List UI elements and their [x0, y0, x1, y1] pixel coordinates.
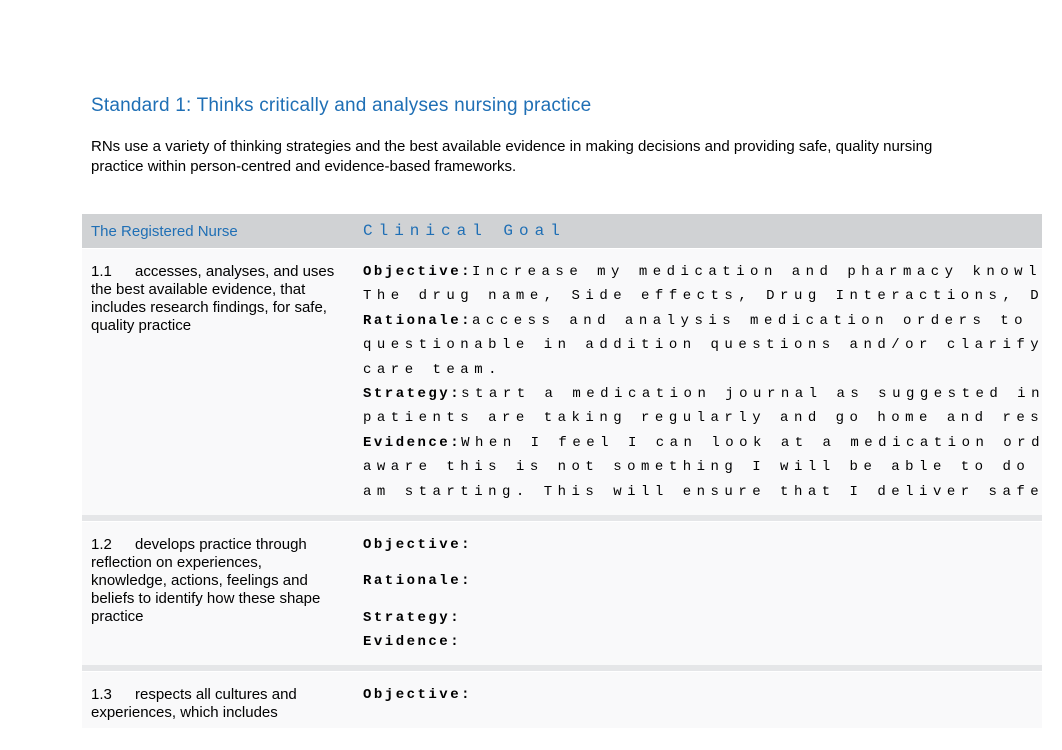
intro-paragraph: RNs use a variety of thinking strategies…	[91, 137, 971, 176]
table-row: 1.3respects all cultures and experiences…	[82, 671, 1042, 728]
page-title: Standard 1: Thinks critically and analys…	[91, 95, 1062, 117]
criterion-cell: 1.2develops practice through reflection …	[82, 522, 357, 666]
goal-cell: Objective: Rationale: Strategy: Evidence…	[357, 522, 1042, 666]
criterion-number: 1.2	[91, 536, 135, 554]
criterion-cell: 1.1accesses, analyses, and uses the best…	[82, 249, 357, 515]
criterion-cell: 1.3respects all cultures and experiences…	[82, 672, 357, 728]
rationale-text-cont2: care team.	[363, 359, 1036, 381]
table-header-row: The Registered Nurse Clinical Goal	[82, 214, 1042, 248]
evidence-text: When I feel I can look at a medication o…	[461, 435, 1042, 451]
rationale-text: access and analysis medication orders to…	[472, 313, 1042, 329]
evidence-text-cont: aware this is not something I will be ab…	[363, 456, 1036, 478]
rationale-label: Rationale:	[363, 313, 472, 329]
objective-text: Increase my medication and pharmacy know…	[472, 264, 1042, 280]
objective-label: Objective:	[363, 687, 472, 703]
strategy-label: Strategy:	[363, 610, 461, 626]
objective-label: Objective:	[363, 537, 472, 553]
evidence-text-cont2: am starting. This will ensure that I del…	[363, 481, 1036, 503]
table-header-left: The Registered Nurse	[82, 223, 357, 240]
strategy-text-cont: patients are taking regularly and go hom…	[363, 407, 1036, 429]
criterion-number: 1.1	[91, 263, 135, 281]
table-header-right: Clinical Goal	[357, 222, 1042, 240]
table-row: 1.1accesses, analyses, and uses the best…	[82, 248, 1042, 515]
goal-cell: Objective:Increase my medication and pha…	[357, 249, 1042, 515]
table-row: 1.2develops practice through reflection …	[82, 521, 1042, 666]
objective-label: Objective:	[363, 264, 472, 280]
evidence-label: Evidence:	[363, 634, 461, 650]
objective-text-cont: The drug name, Side effects, Drug Intera…	[363, 285, 1036, 307]
standards-table: The Registered Nurse Clinical Goal 1.1ac…	[82, 214, 1042, 515]
criterion-number: 1.3	[91, 686, 135, 704]
rationale-text-cont: questionable in addition questions and/o…	[363, 334, 1036, 356]
goal-cell: Objective:	[357, 672, 1042, 728]
strategy-label: Strategy:	[363, 386, 461, 402]
evidence-label: Evidence:	[363, 435, 461, 451]
rationale-label: Rationale:	[363, 573, 472, 589]
strategy-text: start a medication journal as suggested …	[461, 386, 1042, 402]
